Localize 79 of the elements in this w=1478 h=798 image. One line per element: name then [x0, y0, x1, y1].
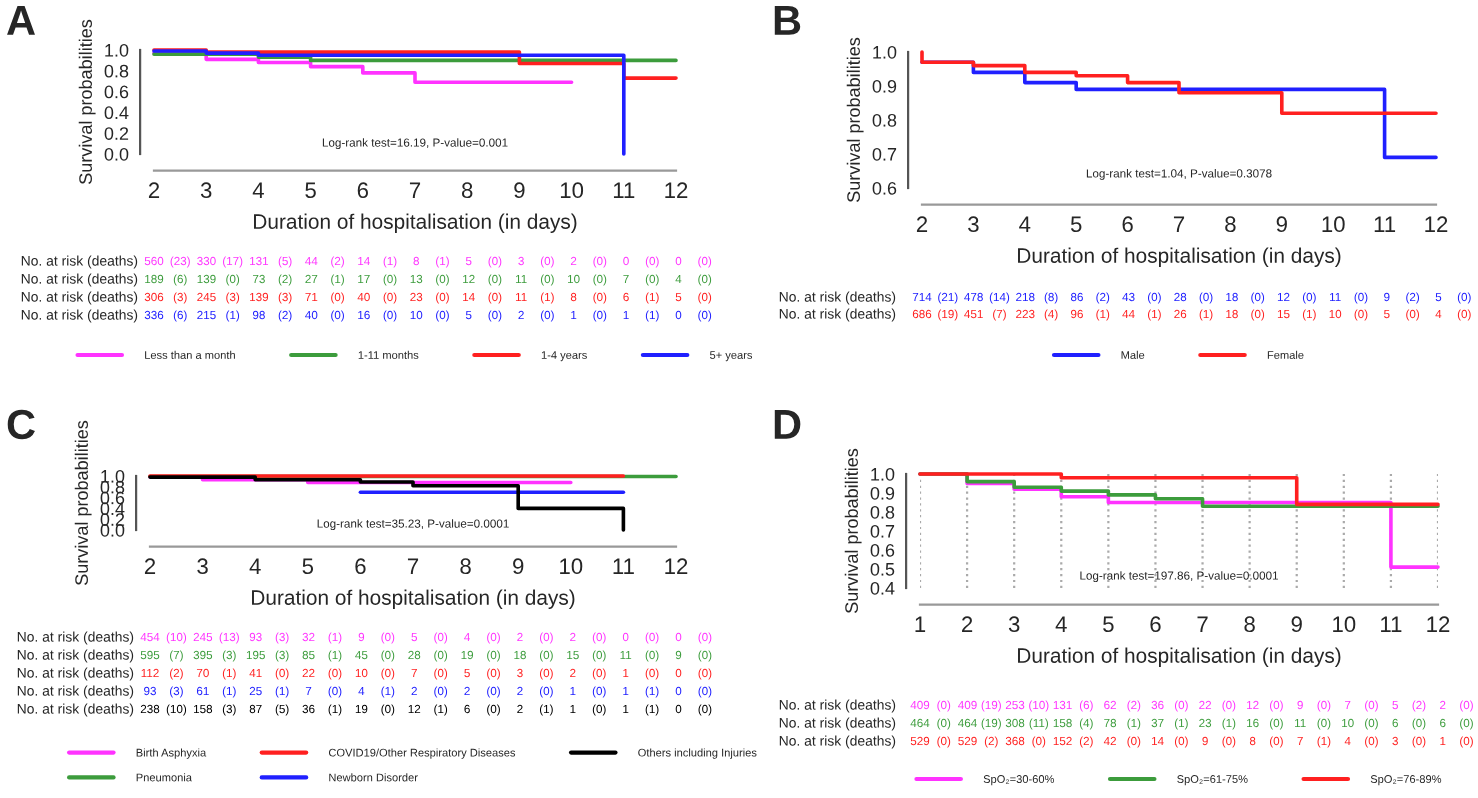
x-tick-label: 5	[305, 182, 316, 199]
x-tick-label: 4	[1055, 616, 1067, 632]
x-tick-label: 11	[613, 182, 635, 198]
x-tick-label: 6	[1122, 216, 1133, 233]
y-tick-label: 1.0	[873, 45, 897, 59]
chart-title: B	[774, 6, 801, 35]
y-tick-label: 0.5	[870, 562, 895, 576]
y-axis-title: Survival probabilities	[78, 19, 96, 184]
y-tick-label: 0.8	[100, 480, 125, 494]
x-tick-label: 4	[252, 182, 264, 198]
x-tick-label: 12	[665, 558, 688, 574]
y-tick-label: 0.4	[870, 581, 895, 595]
x-tick-label: 11	[613, 558, 634, 574]
y-tick-label: 0.6	[872, 181, 897, 195]
x-tick-label: 7	[1197, 616, 1208, 632]
x-tick-label: 10	[560, 182, 584, 199]
x-tick-label: 11	[1381, 616, 1402, 632]
x-tick-label: 3	[968, 216, 979, 233]
x-axis-title: Duration of hospitalisation (in days)	[254, 213, 577, 234]
x-tick-label: 9	[513, 558, 524, 575]
y-tick-label: 0.8	[872, 113, 897, 127]
x-tick-label: 7	[409, 182, 421, 198]
x-tick-label: 10	[1333, 616, 1356, 633]
y-tick-label: 1.0	[105, 43, 129, 57]
y-tick-label: 0.8	[104, 64, 129, 78]
x-tick-label: 2	[916, 216, 928, 232]
y-axis-title: Survival probabilities	[844, 448, 862, 613]
x-tick-label: 6	[1150, 616, 1161, 633]
x-axis-title: Duration of hospitalisation (in days)	[1018, 247, 1341, 268]
x-tick-label: 5	[1103, 616, 1114, 633]
chart-title: D	[774, 410, 801, 439]
y-axis-title: Survival probabilities	[74, 420, 92, 585]
y-tick-label: 0.9	[872, 79, 897, 93]
x-tick-label: 1	[915, 616, 926, 632]
x-tick-label: 8	[1225, 216, 1236, 233]
y-tick-label: 0.7	[870, 524, 895, 538]
y-tick-label: 0.0	[104, 147, 129, 161]
x-tick-label: 7	[407, 558, 419, 574]
y-tick-label: 1.0	[871, 467, 895, 481]
y-tick-label: 0.4	[104, 106, 129, 120]
chart-title: C	[7, 409, 35, 440]
x-tick-label: 7	[1173, 216, 1185, 232]
x-tick-label: 4	[1019, 216, 1031, 232]
y-tick-label: 0.8	[870, 505, 895, 519]
x-tick-label: 3	[1008, 616, 1020, 633]
x-tick-label: 8	[1244, 616, 1255, 633]
x-tick-label: 6	[357, 182, 368, 199]
x-tick-label: 3	[200, 182, 212, 199]
y-tick-label: 0.2	[100, 513, 125, 526]
y-tick-label: 0.0	[100, 523, 125, 537]
x-tick-label: 9	[1291, 616, 1302, 633]
x-tick-label: 12	[1427, 616, 1450, 632]
x-tick-label: 12	[1425, 216, 1448, 232]
x-tick-label: 9	[514, 182, 525, 199]
x-tick-label: 10	[1322, 216, 1345, 233]
y-tick-label: 0.2	[104, 127, 129, 140]
y-tick-label: 0.6	[104, 85, 129, 99]
y-tick-label: 0.6	[100, 491, 125, 505]
x-axis-title: Duration of hospitalisation (in days)	[1018, 647, 1341, 668]
chart-title: A	[7, 6, 35, 35]
x-tick-label: 4	[249, 558, 261, 574]
x-tick-label: 2	[148, 182, 160, 198]
x-tick-label: 6	[355, 558, 366, 575]
x-tick-label: 5	[302, 558, 314, 575]
y-tick-label: 0.6	[870, 543, 895, 557]
x-tick-label: 2	[144, 558, 156, 574]
x-tick-label: 2	[962, 616, 973, 632]
x-tick-label: 11	[1374, 216, 1396, 232]
y-axis-title: Survival probabilities	[846, 37, 864, 202]
x-tick-label: 8	[461, 182, 473, 199]
y-tick-label: 0.9	[870, 486, 895, 500]
x-tick-label: 3	[197, 558, 208, 575]
y-tick-label: 0.7	[872, 147, 897, 161]
x-tick-label: 10	[560, 558, 583, 575]
x-tick-label: 9	[1276, 216, 1287, 233]
x-tick-label: 5	[1070, 216, 1082, 233]
x-tick-label: 12	[665, 182, 688, 198]
x-tick-label: 8	[460, 558, 471, 575]
x-axis-title: Duration of hospitalisation (in days)	[252, 589, 575, 610]
